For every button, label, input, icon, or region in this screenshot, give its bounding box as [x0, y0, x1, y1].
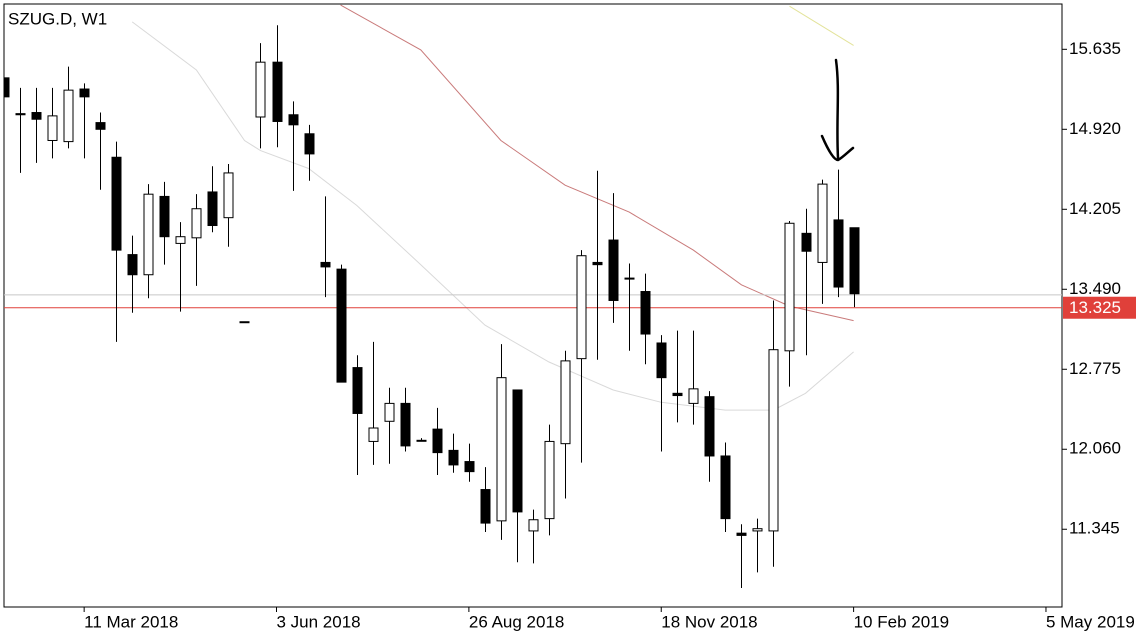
candle-body — [448, 449, 459, 466]
candle-body — [175, 236, 186, 244]
x-tick-label: 11 Mar 2018 — [84, 612, 178, 631]
candle-body — [801, 232, 812, 252]
candle-body — [111, 156, 122, 251]
x-tick-label: 5 May 2019 — [1046, 612, 1135, 631]
moving-average-line — [789, 5, 854, 46]
candle-body — [833, 219, 844, 288]
candle-body — [239, 321, 250, 324]
candle-body — [95, 122, 106, 130]
y-tick-label: 12.060 — [1069, 439, 1121, 458]
candle-body — [672, 392, 683, 397]
candle-body — [849, 227, 860, 295]
candle-body — [432, 428, 443, 454]
candle-body — [255, 61, 266, 118]
candle-body — [63, 89, 74, 143]
candle-body — [817, 183, 828, 263]
y-tick-label: 13.490 — [1069, 279, 1121, 298]
moving-average-line — [340, 4, 854, 322]
axes: 15.635 14.920 14.205 13.490 12.775 12.060 11.3… — [83, 39, 1136, 631]
plot-area — [4, 4, 1062, 588]
arrow-annotation — [820, 58, 855, 162]
candle-body — [544, 440, 555, 520]
candle-body — [336, 268, 347, 383]
y-tick-label: 15.635 — [1069, 39, 1121, 58]
y-tick-label: 12.775 — [1069, 359, 1121, 378]
x-tick-label: 26 Aug 2018 — [469, 612, 564, 631]
candle-body — [47, 115, 58, 141]
candle-body — [384, 402, 395, 422]
x-tick-label: 3 Jun 2018 — [277, 612, 361, 631]
candle-body — [400, 402, 411, 447]
candle-body — [207, 191, 218, 227]
candle-body — [368, 427, 379, 442]
moving-average-line — [131, 21, 854, 411]
candle-body — [79, 88, 90, 98]
candle-body — [576, 255, 587, 360]
candle-body — [752, 528, 763, 532]
candle-body — [624, 277, 635, 280]
candle-body — [688, 388, 699, 404]
chart-title: SZUG.D, W1 — [8, 9, 107, 28]
x-tick-label: 18 Nov 2018 — [661, 612, 757, 631]
candle-body — [560, 360, 571, 445]
candle-body — [159, 195, 170, 238]
candle-body — [496, 377, 507, 522]
candle-body — [191, 208, 202, 239]
y-tick-label: 14.920 — [1069, 119, 1121, 138]
candle-body — [288, 114, 299, 126]
candle-body — [320, 261, 331, 268]
candle-body — [127, 254, 138, 276]
candle-body — [15, 113, 26, 116]
candle-body — [704, 396, 715, 457]
candle-body — [592, 261, 603, 266]
candle-body — [304, 133, 315, 155]
y-tick-label: 14.205 — [1069, 199, 1121, 218]
price-label: 13.325 — [1069, 298, 1121, 317]
candle-body — [528, 519, 539, 532]
candle-body — [480, 489, 491, 524]
candle-body — [416, 439, 427, 442]
candle-body — [223, 172, 234, 219]
x-tick-label: 10 Feb 2019 — [854, 612, 949, 631]
candle-body — [272, 61, 283, 122]
candle-body — [784, 222, 795, 352]
candle-body — [640, 291, 651, 335]
candle-body — [608, 239, 619, 301]
candle-body — [464, 461, 475, 473]
candle-body — [31, 112, 42, 120]
price-label-box — [1063, 296, 1136, 319]
candle-body — [736, 532, 747, 536]
candle-body — [656, 342, 667, 379]
candle-body — [768, 349, 779, 532]
candle-body — [512, 389, 523, 513]
candle-body — [4, 77, 10, 98]
candle-body — [143, 193, 154, 276]
candle-body — [352, 367, 363, 414]
y-tick-label: 11.345 — [1069, 519, 1120, 538]
candle-body — [720, 455, 731, 520]
